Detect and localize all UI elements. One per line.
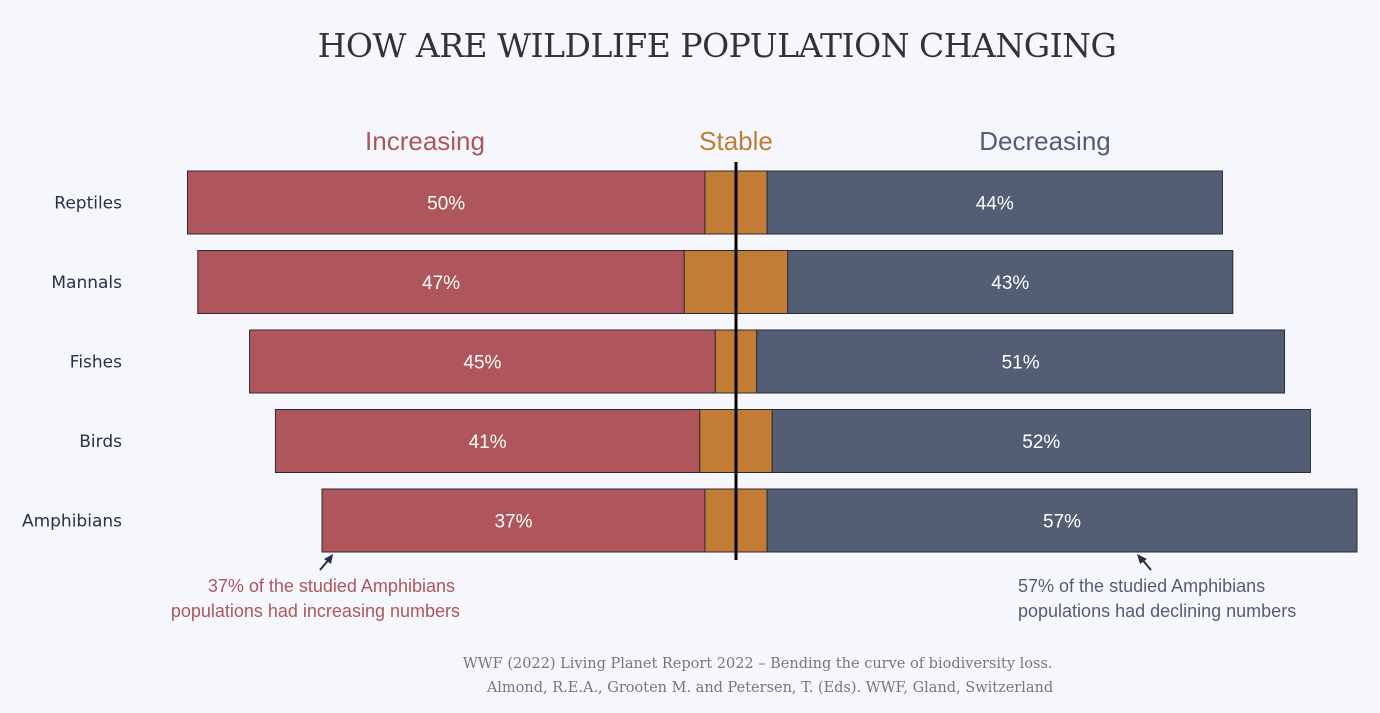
bars-group: 50% 44% Reptiles 47% 43% Mannals 45% 51% Fishes 4… — [22, 170, 1358, 553]
value-label-increasing-reptiles: 50% — [427, 194, 465, 215]
value-label-increasing-birds: 41% — [469, 432, 507, 453]
value-label-decreasing-fishes: 51% — [1002, 353, 1040, 374]
legend-stable: Stable — [699, 126, 773, 156]
bar-increasing-reptiles — [186, 170, 706, 235]
legend-decreasing: Decreasing — [979, 126, 1111, 156]
annotation-right-line-1: 57% of the studied Amphibians — [1018, 576, 1265, 596]
bar-decreasing-birds — [771, 409, 1311, 473]
value-label-decreasing-birds: 52% — [1022, 432, 1060, 453]
annotation-left-arrowhead — [324, 554, 333, 564]
category-label-reptiles: Reptiles — [54, 194, 122, 214]
category-label-birds: Birds — [79, 432, 122, 452]
bar-decreasing-mannals — [787, 250, 1234, 314]
svg-text:37% of the studied Amphibians: 37% of the studied Amphibians population… — [171, 576, 460, 621]
value-label-increasing-amphibians: 37% — [494, 512, 532, 533]
annotation-left-line-1: 37% of the studied Amphibians — [208, 576, 455, 596]
source-line-2: Almond, R.E.A., Grooten M. and Petersen,… — [486, 680, 1053, 696]
bar-increasing-amphibians — [321, 488, 706, 553]
source-line-1: WWF (2022) Living Planet Report 2022 – B… — [463, 656, 1053, 672]
legend-increasing: Increasing — [365, 126, 485, 156]
category-label-fishes: Fishes — [70, 353, 122, 373]
svg-text:WWF (2022) Living Planet Repor: WWF (2022) Living Planet Report 2022 – B… — [463, 656, 1057, 696]
annotation-right-line-2: populations had declining numbers — [1018, 601, 1296, 621]
chart-title: HOW ARE WILDLIFE POPULATION CHANGING — [318, 26, 1117, 65]
bar-increasing-mannals — [197, 250, 685, 314]
value-label-decreasing-reptiles: 44% — [976, 194, 1014, 215]
annotation-left: 37% of the studied Amphibians population… — [171, 554, 460, 621]
annotation-left-line-2: populations had increasing numbers — [171, 601, 460, 621]
annotation-right: 57% of the studied Amphibians population… — [1018, 554, 1296, 621]
svg-text:57% of the studied Amphibians: 57% of the studied Amphibians population… — [1018, 576, 1296, 621]
bar-increasing-fishes — [249, 329, 716, 394]
bar-decreasing-fishes — [756, 329, 1286, 394]
value-label-increasing-fishes: 45% — [463, 353, 501, 374]
category-label-amphibians: Amphibians — [22, 512, 122, 532]
value-label-increasing-mannals: 47% — [422, 273, 460, 294]
annotation-right-arrowhead — [1137, 554, 1147, 564]
value-label-decreasing-mannals: 43% — [991, 273, 1029, 294]
value-label-decreasing-amphibians: 57% — [1043, 512, 1081, 533]
bar-decreasing-reptiles — [766, 170, 1223, 235]
bar-increasing-birds — [274, 409, 701, 473]
bar-decreasing-amphibians — [766, 488, 1358, 553]
category-label-mannals: Mannals — [51, 273, 122, 293]
